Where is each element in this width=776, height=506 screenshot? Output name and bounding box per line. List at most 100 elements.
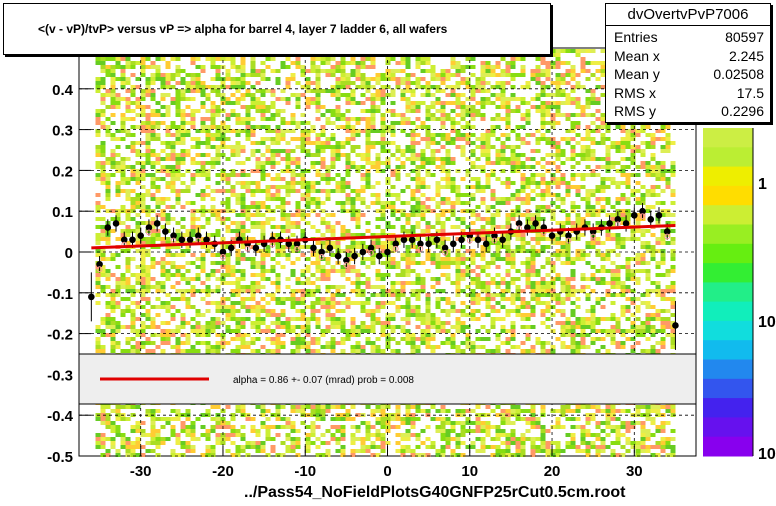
heatmap-cell	[300, 269, 306, 273]
heatmap-cell	[405, 333, 411, 337]
heatmap-cell	[115, 65, 121, 69]
heatmap-cell	[460, 329, 466, 333]
heatmap-cell	[410, 293, 416, 297]
heatmap-cell	[620, 245, 626, 249]
heatmap-cell	[400, 329, 406, 333]
heatmap-cell	[390, 281, 396, 285]
heatmap-cell	[645, 229, 651, 233]
heatmap-cell	[205, 349, 211, 353]
heatmap-cell	[640, 245, 646, 249]
heatmap-cell	[545, 281, 551, 285]
heatmap-cell	[635, 133, 641, 137]
heatmap-cell	[230, 349, 236, 353]
heatmap-cell	[445, 309, 451, 313]
heatmap-cell	[165, 105, 171, 109]
heatmap-cell	[660, 173, 666, 177]
heatmap-cell	[500, 145, 506, 149]
heatmap-cell	[195, 313, 201, 317]
heatmap-cell	[235, 325, 241, 329]
heatmap-cell	[510, 213, 516, 217]
heatmap-cell	[235, 173, 241, 177]
heatmap-cell	[500, 153, 506, 157]
heatmap-cell	[310, 289, 316, 293]
heatmap-cell	[475, 145, 481, 149]
heatmap-cell	[210, 109, 216, 113]
heatmap-cell	[330, 65, 336, 69]
heatmap-cell	[565, 277, 571, 281]
heatmap-cell	[655, 329, 661, 333]
heatmap-cell	[440, 169, 446, 173]
heatmap-cell	[275, 113, 281, 117]
heatmap-cell	[370, 85, 376, 89]
heatmap-cell	[110, 317, 116, 321]
heatmap-cell	[170, 181, 176, 185]
heatmap-cell	[335, 69, 341, 73]
heatmap-cell	[215, 309, 221, 313]
heatmap-cell	[350, 69, 356, 73]
heatmap-cell	[375, 109, 381, 113]
heatmap-cell	[130, 93, 136, 97]
heatmap-cell	[425, 133, 431, 137]
heatmap-cell	[620, 281, 626, 285]
heatmap-cell	[325, 277, 331, 281]
heatmap-cell	[215, 89, 221, 93]
heatmap-cell	[550, 173, 556, 177]
heatmap-cell	[670, 193, 676, 197]
heatmap-cell	[400, 253, 406, 257]
heatmap-cell	[650, 345, 656, 349]
heatmap-cell	[465, 273, 471, 277]
heatmap-cell	[535, 281, 541, 285]
heatmap-cell	[520, 117, 526, 121]
heatmap-cell	[445, 321, 451, 325]
heatmap-cell	[170, 153, 176, 157]
heatmap-cell	[360, 185, 366, 189]
heatmap-cell	[450, 53, 456, 57]
heatmap-cell	[410, 89, 416, 93]
heatmap-cell	[545, 341, 551, 345]
heatmap-cell	[280, 253, 286, 257]
heatmap-cell	[355, 165, 361, 169]
heatmap-cell	[580, 149, 586, 153]
heatmap-cell	[455, 321, 461, 325]
heatmap-cell	[450, 337, 456, 341]
heatmap-cell	[240, 277, 246, 281]
heatmap-cell	[340, 53, 346, 57]
heatmap-cell	[495, 257, 501, 261]
heatmap-cell	[425, 93, 431, 97]
heatmap-cell	[380, 289, 386, 293]
heatmap-cell	[105, 93, 111, 97]
heatmap-cell	[660, 177, 666, 181]
heatmap-cell	[295, 61, 301, 65]
heatmap-cell	[400, 117, 406, 121]
heatmap-cell	[265, 137, 271, 141]
heatmap-cell	[230, 101, 236, 105]
heatmap-cell	[485, 101, 491, 105]
heatmap-cell	[425, 229, 431, 233]
heatmap-cell	[325, 173, 331, 177]
heatmap-cell	[435, 101, 441, 105]
heatmap-cell	[555, 73, 561, 77]
heatmap-cell	[345, 165, 351, 169]
heatmap-cell	[200, 225, 206, 229]
heatmap-cell	[110, 161, 116, 165]
heatmap-cell	[110, 345, 116, 349]
heatmap-cell	[350, 165, 356, 169]
heatmap-cell	[270, 185, 276, 189]
heatmap-cell	[665, 325, 671, 329]
heatmap-cell	[635, 189, 641, 193]
heatmap-cell	[235, 149, 241, 153]
heatmap-cell	[265, 293, 271, 297]
heatmap-cell	[550, 125, 556, 129]
heatmap-cell	[230, 85, 236, 89]
heatmap-cell	[485, 229, 491, 233]
heatmap-cell	[515, 197, 521, 201]
heatmap-cell	[450, 89, 456, 93]
heatmap-cell	[210, 261, 216, 265]
heatmap-cell	[480, 113, 486, 117]
heatmap-cell	[365, 309, 371, 313]
heatmap-cell	[410, 341, 416, 345]
heatmap-cell	[495, 273, 501, 277]
heatmap-cell	[490, 169, 496, 173]
heatmap-cell	[455, 101, 461, 105]
heatmap-cell	[305, 85, 311, 89]
